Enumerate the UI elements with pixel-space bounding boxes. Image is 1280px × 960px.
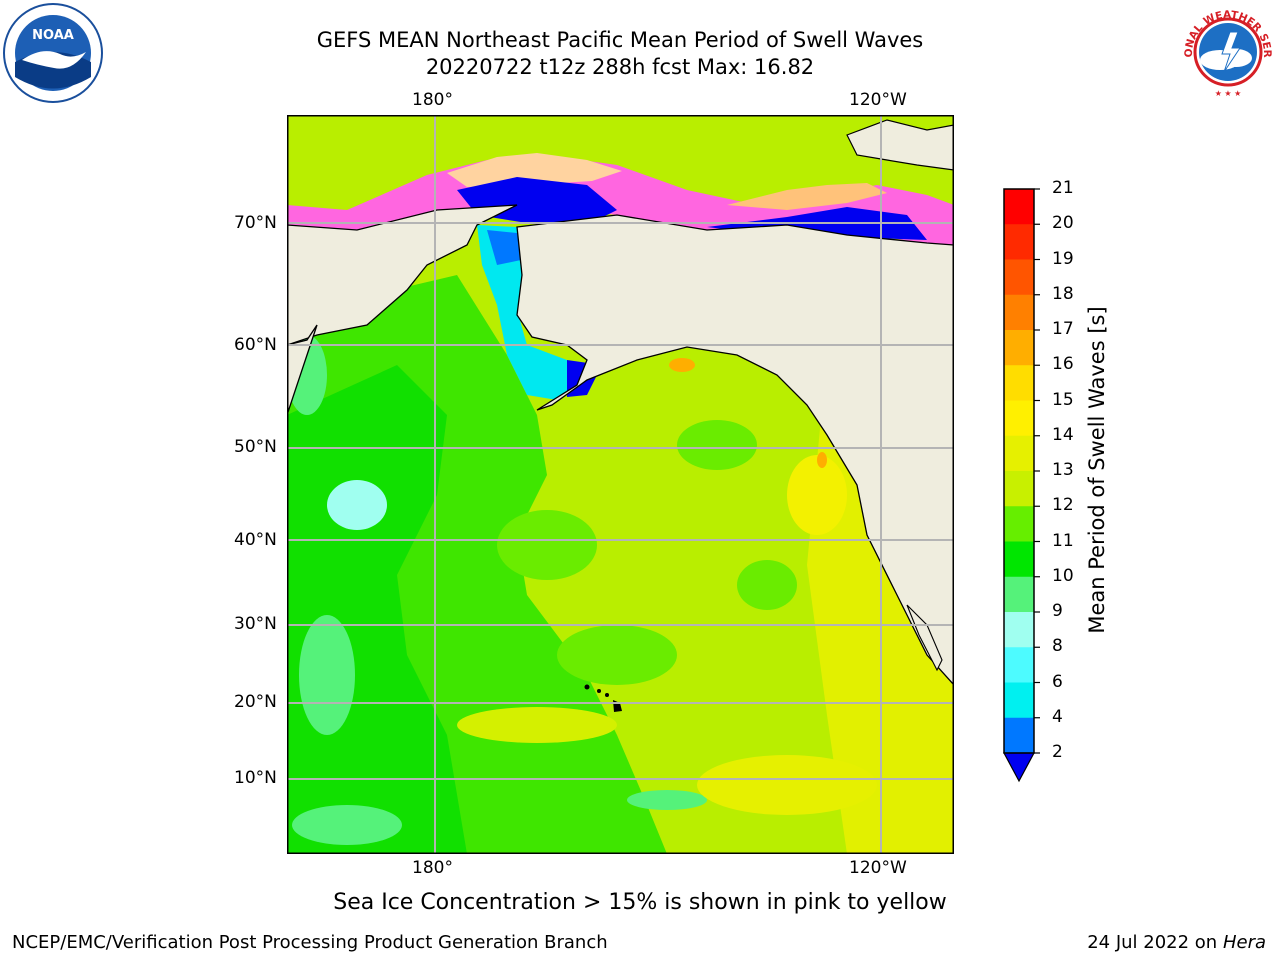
colorbar-label: Mean Period of Swell Waves [s] [1085,306,1109,634]
lat-tick-70n: 70°N [234,213,277,233]
colorbar-tick-label: 10 [1052,565,1074,586]
footer-credit: NCEP/EMC/Verification Post Processing Pr… [12,932,608,953]
noaa-logo-text: NOAA [32,28,74,43]
colorbar-tick-label: 2 [1052,742,1063,762]
colorbar-tick-label: 17 [1052,319,1074,339]
colorbar-tick-label: 16 [1052,354,1074,375]
colorbar-swatch [1004,435,1034,472]
chart-subtitle: 20220722 t12z 288h fcst Max: 16.82 [425,55,815,79]
colorbar [1002,188,1040,783]
colorbar-tick-label: 21 [1052,178,1074,198]
colorbar-tick-label: 15 [1052,389,1074,410]
noaa-logo: NOAA [3,3,103,103]
colorbar-tick-label: 4 [1052,706,1063,727]
colorbar-swatch [1004,647,1034,683]
colorbar-tick-label: 13 [1052,460,1074,480]
colorbar-swatch [1004,224,1034,260]
colorbar-extend-triangle [1002,752,1036,783]
lat-tick-20n: 20°N [234,692,277,712]
lon-tick-bottom-120w: 120°W [849,858,907,878]
colorbar-tick-label: 9 [1052,601,1063,621]
colorbar-tick-label: 20 [1052,213,1074,234]
colorbar-tick-label: 12 [1052,495,1074,516]
colorbar-swatch [1004,541,1034,578]
colorbar-swatch [1004,612,1034,648]
graticule [287,115,954,854]
lat-tick-40n: 40°N [234,530,277,550]
colorbar-swatch [1004,330,1034,366]
colorbar-swatch [1004,259,1034,296]
colorbar-swatch [1004,682,1034,719]
lat-tick-10n: 10°N [234,768,277,788]
colorbar-tick-label: 8 [1052,636,1063,657]
colorbar-swatch [1004,294,1034,331]
lat-tick-60n: 60°N [234,335,277,355]
colorbar-swatch [1004,189,1034,225]
footer-host: Hera [1222,932,1266,953]
footer-date: 24 Jul 2022 on Hera [1087,932,1266,953]
colorbar-tick-label: 6 [1052,671,1063,692]
colorbar-tick-label: 14 [1052,424,1074,445]
lat-tick-50n: 50°N [234,437,277,457]
north-america-land [516,214,954,686]
colorbar-swatch [1004,365,1034,401]
lon-tick-bottom-180: 180° [412,858,453,878]
chart-title: GEFS MEAN Northeast Pacific Mean Period … [316,28,924,52]
lon-tick-top-120w: 120°W [849,90,907,110]
lon-tick-top-180: 180° [412,90,453,110]
map-border [287,115,954,854]
colorbar-swatch [1004,506,1034,542]
colorbar-tick-label: 11 [1052,530,1074,551]
lat-tick-30n: 30°N [234,614,277,634]
svg-text:★ ★ ★: ★ ★ ★ [1215,89,1242,98]
colorbar-swatch [1004,717,1034,754]
colorbar-swatch [1004,471,1034,507]
colorbar-swatch [1004,400,1034,437]
nws-logo: NATIONAL WEATHER SERVICE ★ ★ ★ [1178,2,1275,99]
colorbar-swatch [1004,576,1034,613]
swell-period-map [287,115,954,854]
sea-ice-note: Sea Ice Concentration > 15% is shown in … [333,890,947,915]
colorbar-tick-label: 18 [1052,283,1074,304]
colorbar-tick-label: 19 [1052,248,1074,269]
